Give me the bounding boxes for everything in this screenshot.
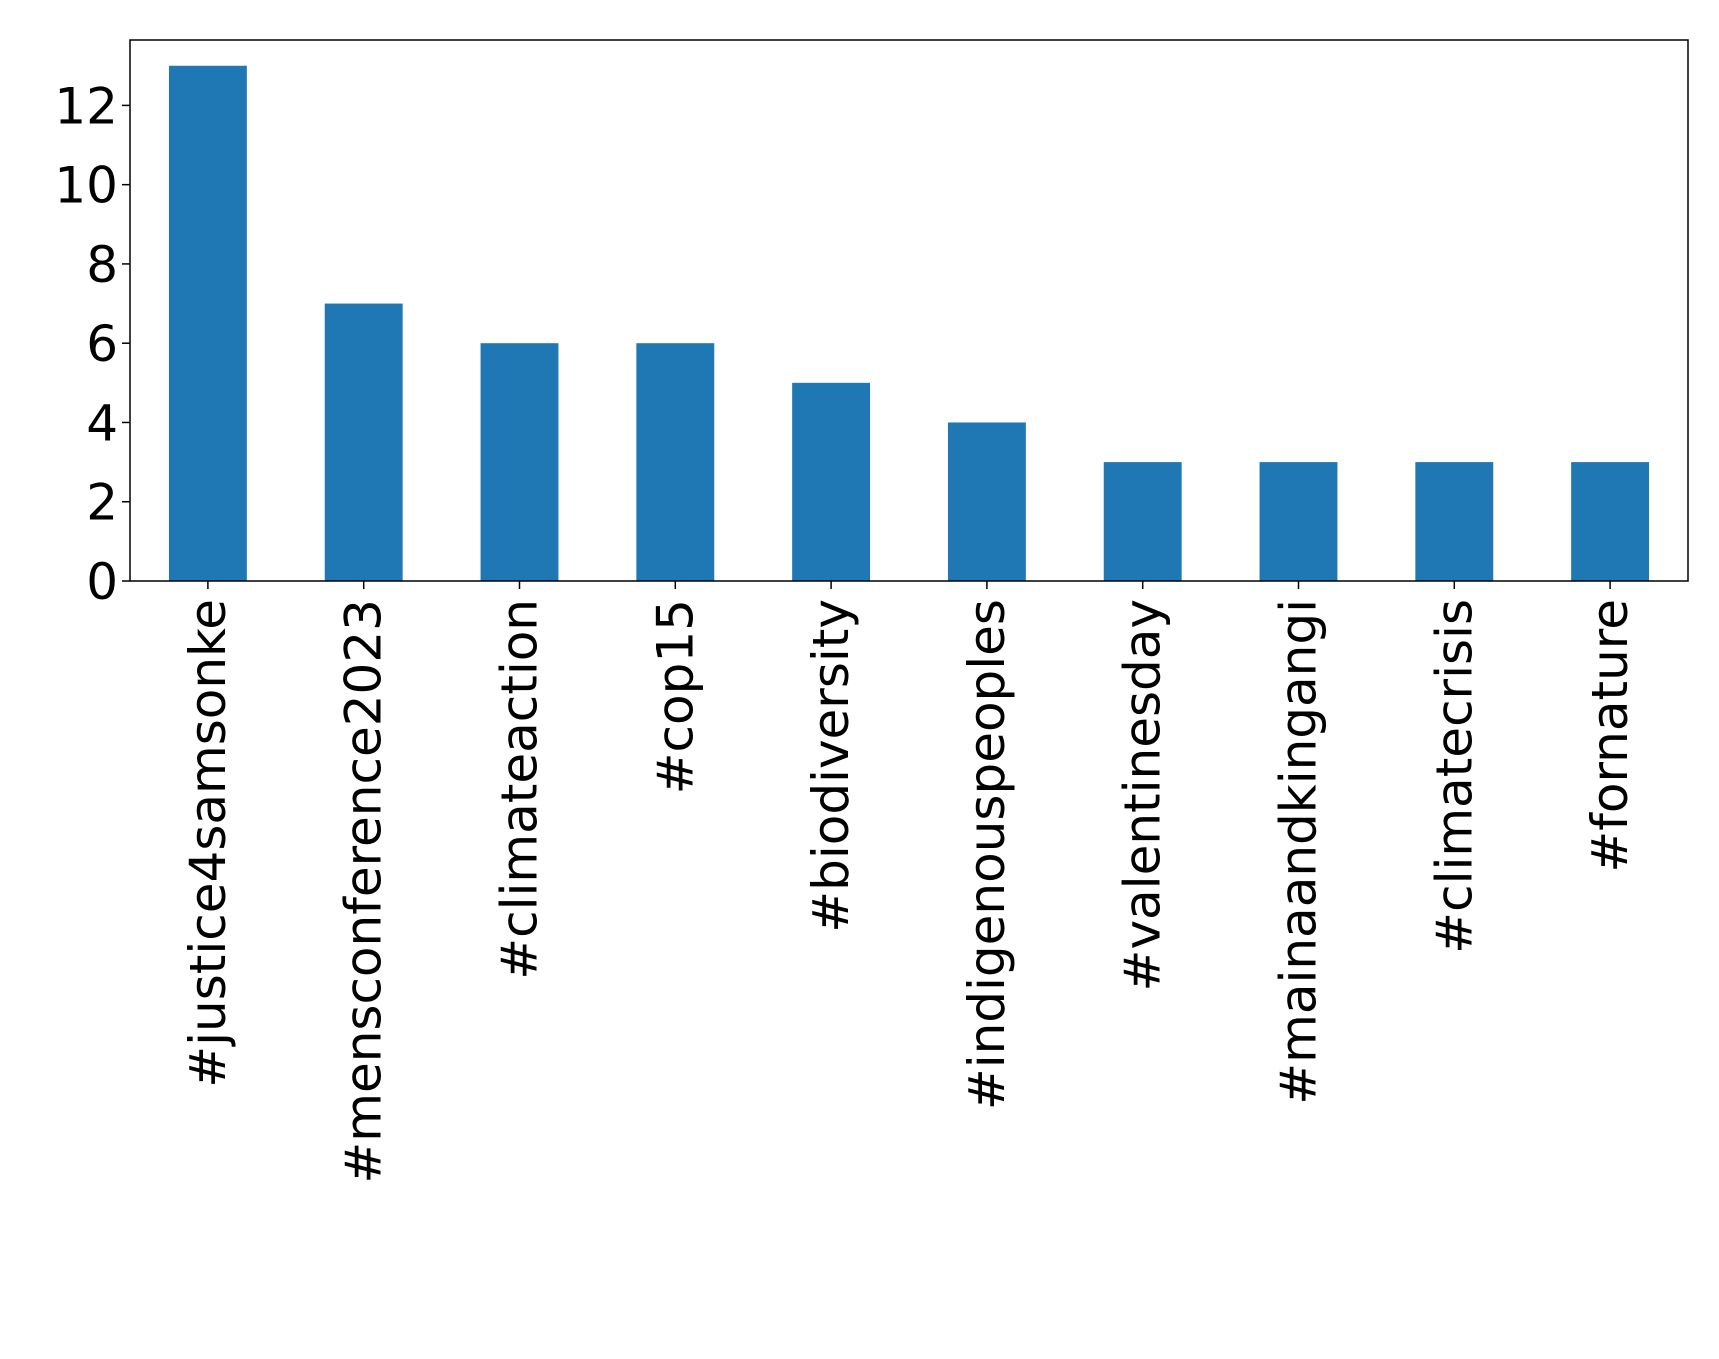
bar-biodiversity (792, 382, 871, 581)
x-tick-label: #mainaandkingangi (1270, 599, 1328, 1105)
x-tick-label: #fornature (1581, 599, 1639, 873)
x-tick-label: #cop15 (646, 599, 704, 794)
bars-group (168, 65, 1650, 581)
y-tick-label: 6 (86, 315, 118, 373)
bar-climateaction (480, 343, 559, 581)
y-tick-label: 2 (86, 474, 118, 532)
x-tick-label: #climatecrisis (1425, 599, 1483, 954)
bar-indigenouspeoples (947, 422, 1026, 581)
x-tick-label: #indigenouspeoples (958, 599, 1016, 1110)
x-tick-label: #biodiversity (802, 599, 860, 933)
x-tick-label: #valentinesday (1114, 599, 1172, 991)
y-axis: 0 2 4 6 8 10 12 (54, 77, 130, 611)
bar-cop15 (636, 343, 715, 581)
y-tick-label: 8 (86, 236, 118, 294)
x-tick-label: #climateaction (491, 599, 549, 980)
y-tick-label: 0 (86, 553, 118, 611)
bar-climatecrisis (1415, 462, 1494, 581)
y-tick-label: 4 (86, 394, 118, 452)
y-tick-label: 12 (54, 77, 118, 135)
x-tick-label: #justice4samsonke (179, 599, 237, 1088)
plot-frame (129, 39, 1689, 582)
bar-fornature (1571, 462, 1650, 581)
bar-justice4samsonke (168, 65, 247, 581)
bar-valentinesday (1103, 462, 1182, 581)
bar-mensconference2023 (324, 303, 403, 581)
x-tick-label: #mensconference2023 (335, 599, 393, 1184)
bar-mainaandkingangi (1259, 462, 1338, 581)
x-axis: #justice4samsonke #mensconference2023 #cli… (179, 581, 1639, 1184)
y-tick-label: 10 (54, 157, 118, 215)
